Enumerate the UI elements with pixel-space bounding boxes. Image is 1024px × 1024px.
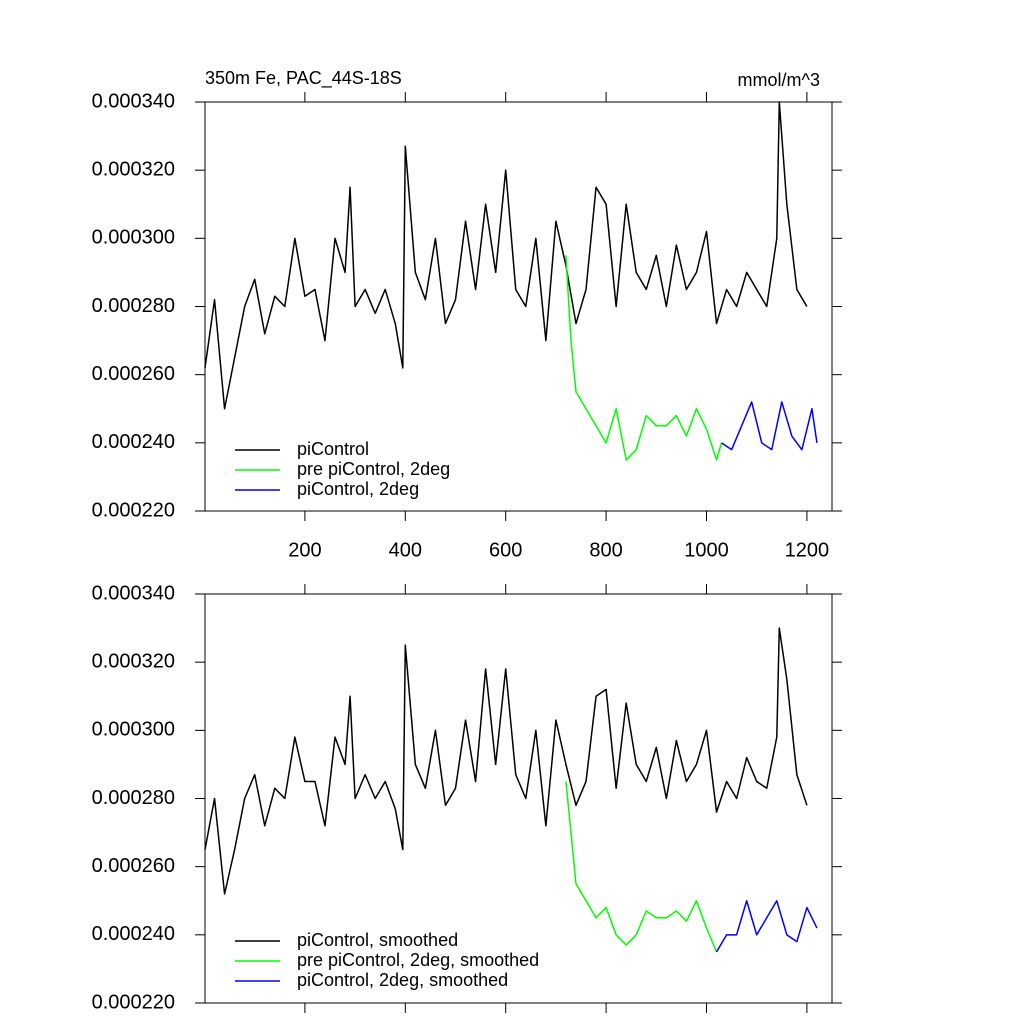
series-line — [565, 255, 723, 461]
legend-label: piControl — [297, 439, 369, 459]
legend-label: pre piControl, 2deg, smoothed — [297, 950, 539, 970]
y-tick-label: 0.000280 — [92, 787, 175, 809]
y-tick-label: 0.000300 — [92, 719, 175, 741]
y-tick-label: 0.000220 — [92, 991, 175, 1013]
x-tick-label: 1200 — [785, 539, 830, 561]
x-tick-label: 400 — [389, 539, 422, 561]
x-tick-label: 1000 — [684, 539, 729, 561]
legend-label: piControl, smoothed — [297, 930, 458, 950]
y-tick-label: 0.000340 — [92, 90, 175, 112]
chart-title: 350m Fe, PAC_44S-18S — [205, 68, 402, 89]
legend-label: pre piControl, 2deg — [297, 459, 450, 479]
units-label: mmol/m^3 — [738, 70, 820, 90]
y-tick-label: 0.000260 — [92, 855, 175, 877]
y-tick-label: 0.000280 — [92, 295, 175, 317]
y-tick-label: 0.000240 — [92, 923, 175, 945]
y-tick-label: 0.000340 — [92, 582, 175, 604]
legend-label: piControl, 2deg — [297, 479, 419, 499]
series-line — [715, 900, 818, 953]
y-tick-label: 0.000220 — [92, 499, 175, 521]
y-tick-label: 0.000300 — [92, 227, 175, 249]
series-line — [565, 781, 718, 953]
series-line — [204, 627, 808, 895]
x-tick-label: 800 — [589, 539, 622, 561]
x-tick-label: 600 — [489, 539, 522, 561]
series-line — [721, 401, 818, 451]
y-tick-label: 0.000240 — [92, 431, 175, 453]
y-tick-label: 0.000260 — [92, 363, 175, 385]
series-line — [204, 101, 808, 410]
legend-label: piControl, 2deg, smoothed — [297, 970, 508, 990]
x-tick-label: 200 — [288, 539, 321, 561]
y-tick-label: 0.000320 — [92, 158, 175, 180]
y-tick-label: 0.000320 — [92, 650, 175, 672]
